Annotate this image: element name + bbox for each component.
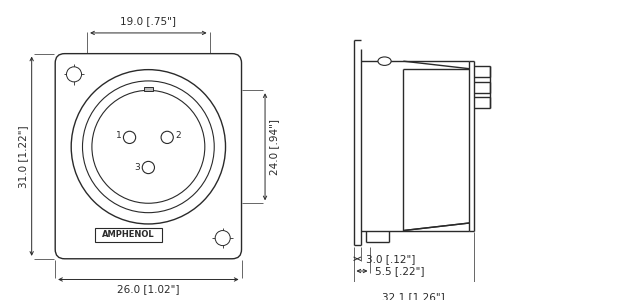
Text: AMPHENOL: AMPHENOL — [102, 230, 155, 239]
Ellipse shape — [378, 57, 391, 65]
Text: 1: 1 — [116, 131, 122, 140]
Text: 26.0 [1.02"]: 26.0 [1.02"] — [117, 284, 179, 294]
Circle shape — [124, 131, 136, 143]
Text: 32.1 [1.26"]: 32.1 [1.26"] — [382, 292, 445, 300]
Circle shape — [161, 131, 173, 143]
Text: 24.0 [.94"]: 24.0 [.94"] — [269, 119, 279, 175]
Circle shape — [215, 230, 230, 246]
Text: 3.0 [.12"]: 3.0 [.12"] — [366, 254, 415, 264]
Text: 5.5 [.22"]: 5.5 [.22"] — [375, 266, 425, 276]
Text: 2: 2 — [175, 131, 181, 140]
Text: 31.0 [1.22"]: 31.0 [1.22"] — [18, 125, 28, 188]
Bar — [144, 87, 153, 91]
Circle shape — [67, 67, 82, 82]
Bar — [94, 228, 162, 242]
Ellipse shape — [82, 81, 214, 213]
FancyBboxPatch shape — [55, 54, 242, 259]
Ellipse shape — [71, 70, 226, 224]
Circle shape — [142, 161, 155, 174]
Ellipse shape — [92, 90, 205, 203]
Text: 19.0 [.75"]: 19.0 [.75"] — [120, 16, 176, 26]
Text: 3: 3 — [134, 163, 140, 172]
